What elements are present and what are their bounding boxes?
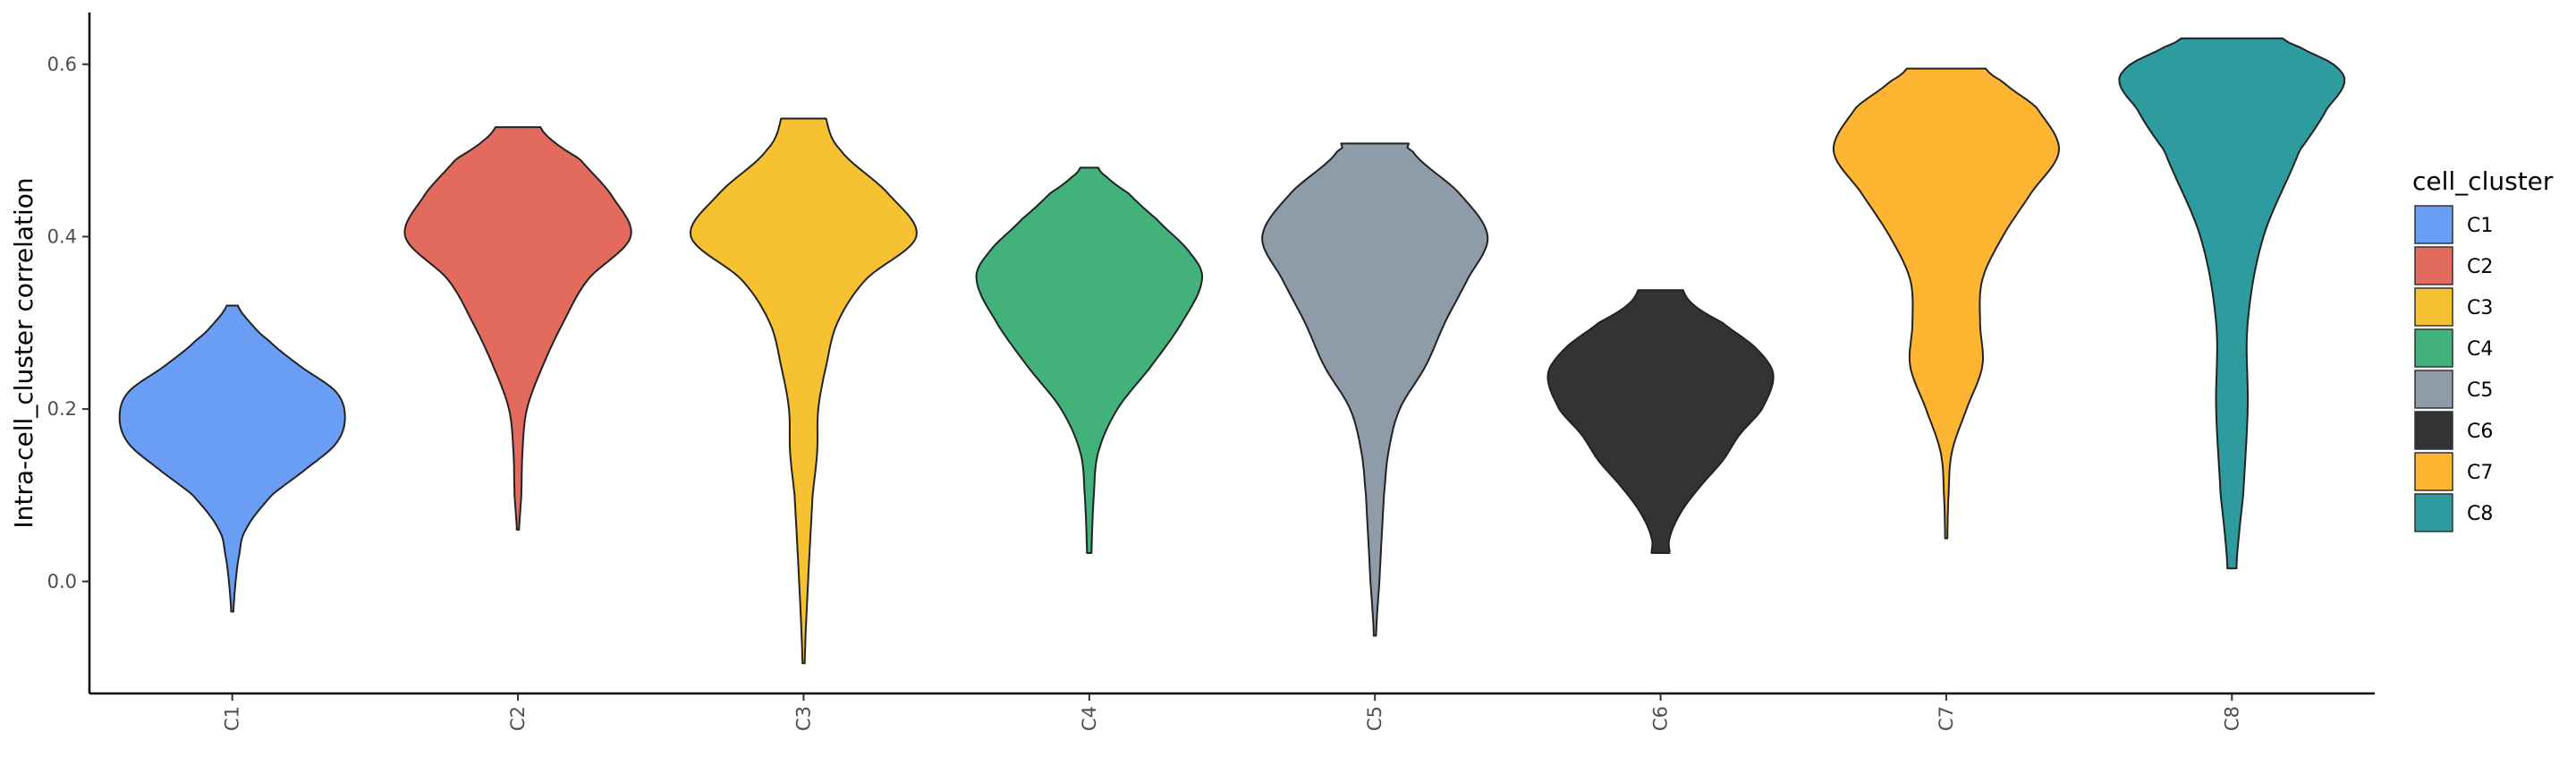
legend-label: C7 [2467,462,2493,484]
legend-label: C8 [2467,503,2493,525]
violin-c2 [403,126,632,531]
legend-label: C3 [2467,297,2493,319]
y-tick-label: 0.6 [47,54,77,75]
legend-key-c4 [2414,328,2453,368]
legend-key-c5 [2414,370,2453,409]
legend-key-c1 [2414,205,2453,244]
y-axis-title: Intra-cell_cluster correlation [9,177,38,528]
y-tick-label: 0.4 [47,225,77,247]
violin-c1 [118,304,346,613]
legend-label: C1 [2467,215,2493,237]
legend-key-c7 [2414,452,2453,491]
violin-c8 [2118,37,2346,570]
legend-label: C2 [2467,256,2493,278]
legend-label: C5 [2467,379,2493,402]
x-tick-label: C5 [1364,706,1385,731]
x-tick-label: C8 [2221,706,2242,731]
legend-label: C6 [2467,421,2493,443]
x-tick-label: C6 [1650,706,1672,731]
x-tick-label: C2 [507,706,529,731]
legend-key-c6 [2414,411,2453,450]
y-axis-ticks: 0.0 0.2 0.4 0.6 [47,54,89,592]
x-tick-label: C7 [1936,706,1957,731]
violin-c6 [1546,289,1775,554]
legend-label: C4 [2467,338,2493,361]
x-axis-ticks: C1 C2 C3 C4 C5 C6 C7 C8 [222,693,2242,731]
x-tick-label: C4 [1079,706,1100,731]
legend-items: C1 C2 C3 C4 C5 C6 C7 C8 [2414,205,2493,532]
y-tick-label: 0.0 [47,571,77,592]
violin-c3 [689,117,918,665]
x-tick-label: C3 [792,706,814,731]
violin-layer [118,37,2346,665]
y-tick-label: 0.2 [47,398,77,420]
violin-c7 [1833,67,2060,540]
legend: cell_cluster C1 C2 C3 C4 C5 C6 C7 C8 [2412,166,2554,532]
violin-c5 [1261,142,1489,637]
legend-key-c2 [2414,246,2453,285]
legend-title: cell_cluster [2412,166,2554,196]
x-tick-label: C1 [222,706,243,731]
legend-key-c3 [2414,287,2453,327]
legend-key-c8 [2414,493,2453,532]
violin-c4 [975,166,1204,554]
